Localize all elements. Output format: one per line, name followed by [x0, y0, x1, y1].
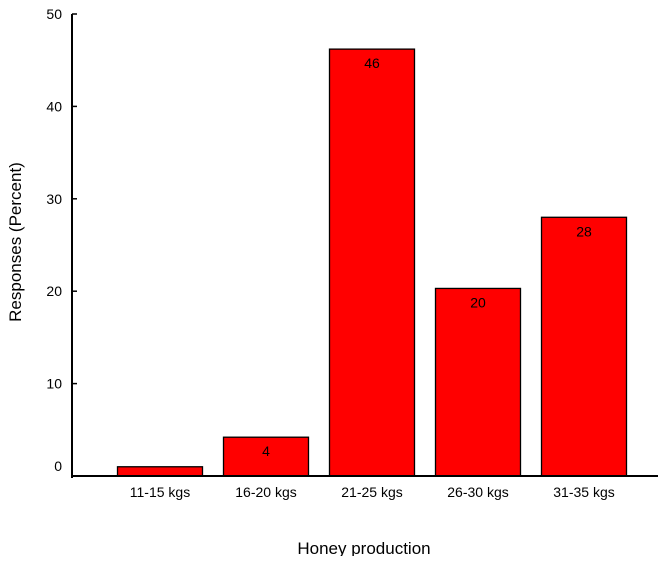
- y-axis-title: Responses (Percent): [6, 162, 25, 322]
- data-label: 20: [470, 294, 486, 310]
- bars-layer: [116, 48, 628, 477]
- bar-21-25-kgs: [328, 48, 416, 477]
- x-tick-label: 16-20 kgs: [235, 484, 296, 500]
- data-label: 4: [262, 443, 270, 459]
- y-tick-label: 20: [46, 283, 62, 299]
- bar-16-20-kgs: [222, 436, 310, 477]
- data-labels-layer: 4 46 20 28: [262, 55, 592, 459]
- y-tick-label: 10: [46, 376, 62, 392]
- x-tick-label: 11-15 kgs: [130, 484, 190, 500]
- axes-layer: 11-15 kgs 16-20 kgs 21-25 kgs 26-30 kgs 31-3…: [46, 6, 658, 500]
- y-tick-label: 40: [46, 98, 62, 114]
- bar-26-30-kgs: [434, 287, 522, 477]
- x-axis-title: Honey production: [297, 539, 430, 556]
- bar-31-35-kgs: [540, 216, 628, 477]
- data-label: 46: [364, 55, 380, 71]
- bar-11-15-kgs: [116, 466, 204, 477]
- y-tick-label: 30: [46, 191, 62, 207]
- x-tick-label: 31-35 kgs: [553, 484, 614, 500]
- data-label: 28: [576, 223, 592, 239]
- y-tick-label: 0: [54, 458, 62, 474]
- x-tick-label: 21-25 kgs: [341, 484, 402, 500]
- x-tick-label: 26-30 kgs: [447, 484, 508, 500]
- y-tick-label: 50: [46, 6, 62, 22]
